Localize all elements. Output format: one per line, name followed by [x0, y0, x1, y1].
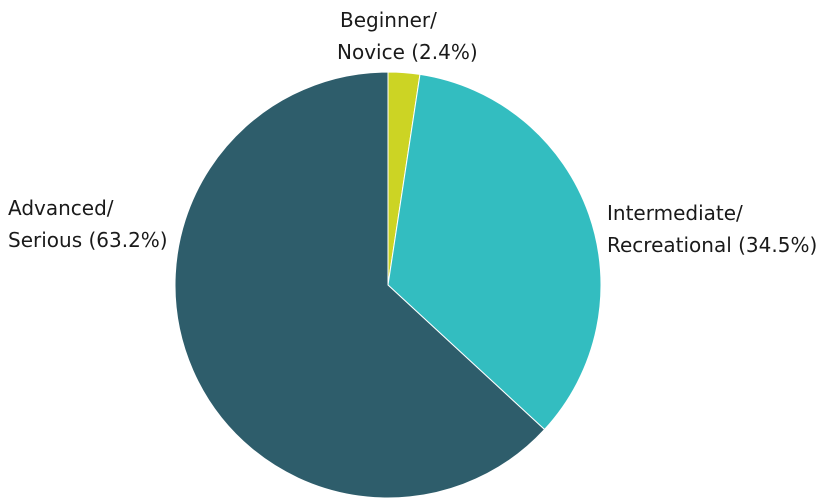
slice-label-beginner-line1: Beginner/ [340, 8, 437, 32]
slice-label-advanced: Advanced/ Serious (63.2%) [8, 196, 168, 252]
slice-label-advanced-line1: Advanced/ [8, 196, 114, 220]
slice-label-beginner: Beginner/ Novice (2.4%) [337, 8, 478, 64]
pie-slices [174, 71, 602, 498]
pie-slice-advanced-serious [174, 71, 546, 498]
slice-label-intermediate: Intermediate/ Recreational (34.5%) [607, 201, 817, 257]
slice-label-beginner-line2: Novice (2.4%) [337, 40, 478, 64]
pie-slice-intermediate-recreational [387, 73, 602, 431]
slice-label-intermediate-line1: Intermediate/ [607, 201, 743, 225]
slice-label-intermediate-line2: Recreational (34.5%) [607, 233, 817, 257]
slice-label-advanced-line2: Serious (63.2%) [8, 228, 168, 252]
